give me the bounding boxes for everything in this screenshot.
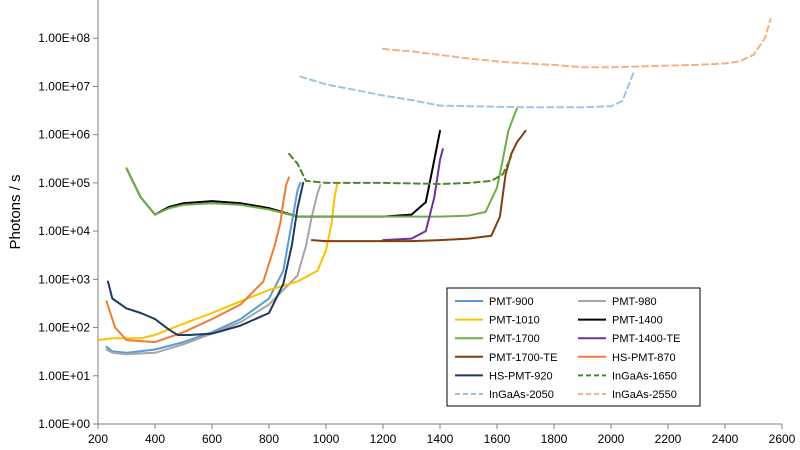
series-line-ingaas-2050 [299,70,635,109]
legend-label: HS-PMT-920 [489,370,553,382]
y-tick-label: 1.00E+01 [38,369,90,383]
series-line-pmt-1700-te [310,129,527,243]
x-tick-label: 2200 [655,432,682,446]
legend-label: PMT-980 [612,296,657,308]
x-tick-label: 400 [145,432,165,446]
y-tick-label: 1.00E+06 [38,128,90,142]
legend-label: PMT-900 [489,296,534,308]
x-tick-label: 800 [259,432,279,446]
legend-label: HS-PMT-870 [612,352,676,364]
x-tick-label: 1000 [313,432,340,446]
y-tick-label: 1.00E+00 [38,417,90,431]
x-tick-label: 1800 [541,432,568,446]
legend-label: InGaAs-2050 [489,389,554,401]
series-line-hs-pmt-870 [105,176,290,344]
x-tick-label: 1600 [484,432,511,446]
legend-label: PMT-1400 [612,315,663,327]
legend: PMT-900 PMT-980 PMT-1010 PMT-1400 PMT-1700 PM… [446,287,701,407]
series-line-ingaas-1650 [288,152,513,185]
legend-label: PMT-1700-TE [489,352,557,364]
x-tick-label: 1400 [427,432,454,446]
legend-label: PMT-1700 [489,333,540,345]
series-line-pmt-900 [105,181,302,354]
y-tick-label: 1.00E+08 [38,31,90,45]
legend-label: InGaAs-2550 [612,389,677,401]
series-layer [97,18,772,356]
legend-label: PMT-1010 [489,315,540,327]
series-line-pmt-980 [105,184,322,356]
x-tick-label: 1200 [370,432,397,446]
x-tick-label: 200 [88,432,108,446]
axes: 200 400 600 800 1000 1200 1400 1600 1800 2000 2200… [7,0,796,446]
y-tick-label: 1.00E+04 [38,224,90,238]
y-axis-title: Photons / s [7,174,24,249]
x-tick-label: 2400 [712,432,739,446]
legend-label: InGaAs-1650 [612,370,677,382]
x-tick-label: 2000 [598,432,625,446]
x-tick-label: 600 [202,432,222,446]
x-tick-label: 2600 [769,432,796,446]
y-tick-label: 1.00E+02 [38,321,90,335]
series-line-hs-pmt-920 [107,181,305,336]
series-line-pmt-1010 [97,181,339,342]
legend-label: PMT-1400-TE [612,333,680,345]
legend-box [446,287,701,407]
y-tick-label: 1.00E+07 [38,79,90,93]
series-line-pmt-1400-te [382,148,444,242]
series-line-ingaas-2550 [382,18,772,69]
y-tick-label: 1.00E+03 [38,272,90,286]
series-line-pmt-1700 [125,107,518,218]
y-tick-label: 1.00E+05 [38,176,90,190]
